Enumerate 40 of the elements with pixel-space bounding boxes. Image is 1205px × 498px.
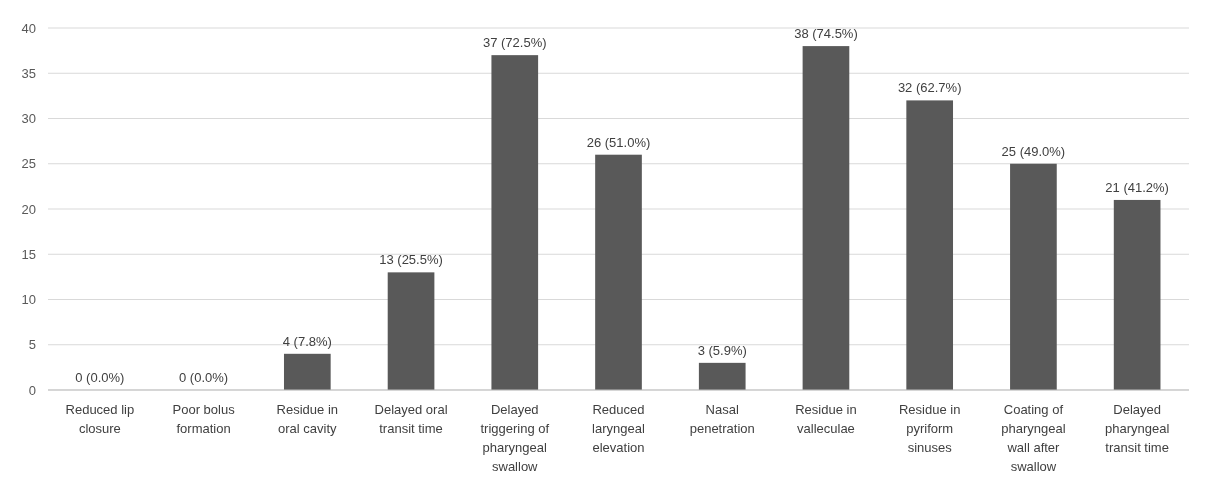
y-tick-label: 35 [21, 65, 36, 81]
bar [1113, 199, 1161, 390]
x-tick-label: Delayed triggering of pharyngeal swallow [480, 402, 550, 474]
y-tick-label: 15 [21, 246, 36, 262]
x-tick-label: Reduced lip closure [65, 402, 135, 436]
x-tick-label: Residue in oral cavity [276, 402, 339, 436]
data-label: 37 (72.5%) [482, 35, 547, 51]
x-tick-label: Residue in pyriform sinuses [898, 402, 961, 455]
x-tick-label: Delayed oral transit time [374, 402, 448, 436]
y-tick-label: 25 [21, 156, 36, 172]
bar [802, 46, 850, 390]
data-label: 21 (41.2%) [1105, 179, 1169, 195]
bar [595, 154, 642, 390]
bar [491, 55, 539, 390]
data-label: 26 (51.0%) [586, 134, 651, 150]
bar [906, 100, 954, 390]
x-tick-label: Coating of pharyngeal wall after swallow [1001, 402, 1066, 474]
x-tick-label: Residue in valleculae [795, 402, 857, 436]
data-label: 0 (0.0%) [179, 370, 229, 385]
data-label: 25 (49.0%) [1001, 143, 1066, 159]
x-tick-label: Reduced laryngeal elevation [592, 402, 645, 455]
x-tick-label: Poor bolus formation [172, 402, 236, 436]
y-tick-label: 10 [21, 292, 36, 308]
data-label: 38 (74.5%) [794, 26, 858, 42]
data-label: 3 (5.9%) [697, 342, 747, 358]
x-tick-label: Delayed pharyngeal transit time [1104, 402, 1170, 455]
y-tick-label: 0 [28, 382, 36, 398]
bar [698, 362, 746, 390]
x-tick-label: Nasal penetration [689, 402, 755, 436]
y-tick-label: 30 [21, 111, 36, 127]
bar [1010, 163, 1057, 390]
y-tick-label: 20 [21, 201, 36, 217]
data-label: 13 (25.5%) [379, 252, 443, 268]
data-label: 0 (0.0%) [75, 370, 125, 385]
bar [283, 353, 331, 390]
y-tick-label: 40 [21, 20, 36, 36]
bar [387, 272, 435, 390]
data-label: 4 (7.8%) [282, 333, 332, 349]
data-label: 32 (62.7%) [897, 80, 962, 96]
y-tick-label: 5 [28, 337, 36, 353]
